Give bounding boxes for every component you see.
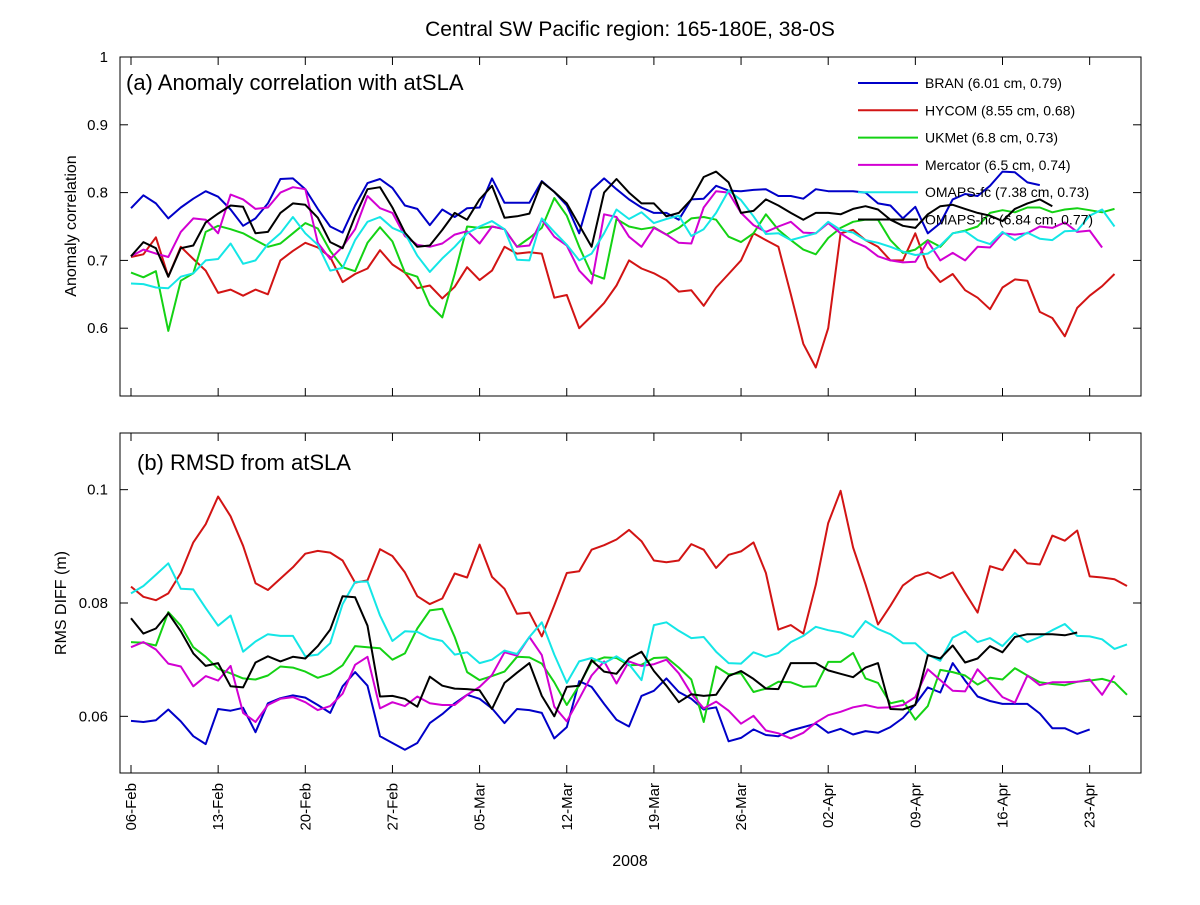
x-tick-label: 20-Feb xyxy=(297,783,314,831)
x-tick-label: 16-Apr xyxy=(995,783,1012,828)
panel-a-series xyxy=(130,170,1116,369)
panel-b-series-line-bran xyxy=(130,662,1091,751)
x-tick-label: 09-Apr xyxy=(907,783,924,828)
panel-a-title: (a) Anomaly correlation with atSLA xyxy=(126,70,464,95)
legend-label-omaps-hc: OMAPS-hc (6.84 cm, 0.77) xyxy=(925,212,1093,228)
panel-a-x-ticks xyxy=(130,57,1091,396)
panel-a-series-line-bran xyxy=(130,170,1041,235)
x-tick-label: 06-Feb xyxy=(123,783,140,831)
x-tick-label: 12-Mar xyxy=(559,783,576,831)
x-tick-label: 19-Mar xyxy=(646,783,663,831)
panel-b-series xyxy=(130,489,1128,751)
x-tick-labels: 06-Feb 13-Feb 20-Feb 27-Feb 05-Mar 12-Mar 19-M… xyxy=(123,783,1099,831)
legend-label-omaps-fc: OMAPS-fc (7.38 cm, 0.73) xyxy=(925,184,1089,200)
panel-b-series-line-omaps-fc xyxy=(130,562,1128,684)
panel-b-series-line-omaps-hc xyxy=(130,595,1078,718)
panel-a-series-line-omaps-fc xyxy=(130,189,1116,290)
panel-a-y-tick-label: 1 xyxy=(100,49,108,66)
x-tick-label: 05-Mar xyxy=(472,783,489,831)
panel-b-y-tick-label: 0.06 xyxy=(79,708,108,725)
legend: BRAN (6.01 cm, 0.79) HYCOM (8.55 cm, 0.68… xyxy=(858,75,1093,228)
panel-a-series-line-hycom xyxy=(130,228,1116,369)
x-tick-label: 27-Feb xyxy=(384,783,401,831)
figure-title: Central SW Pacific region: 165-180E, 38-… xyxy=(425,18,835,41)
legend-label-mercator: Mercator (6.5 cm, 0.74) xyxy=(925,157,1071,173)
x-axis-label: 2008 xyxy=(612,853,648,870)
panel-a-y-tick-label: 0.7 xyxy=(87,252,108,269)
panel-a-y-axis-label: Anomaly correlation xyxy=(63,155,80,296)
x-tick-label: 13-Feb xyxy=(210,783,227,831)
panel-b-y-axis-label: RMS DIFF (m) xyxy=(53,551,70,655)
legend-label-bran: BRAN (6.01 cm, 0.79) xyxy=(925,75,1062,91)
legend-label-ukmet: UKMet (6.8 cm, 0.73) xyxy=(925,130,1058,146)
x-tick-label: 26-Mar xyxy=(733,783,750,831)
panel-b-y-tick-label: 0.1 xyxy=(87,482,108,499)
panel-a-anomaly-correlation: 0.6 0.7 0.8 0.9 1 (a) Anomaly correlation wi… xyxy=(63,49,1142,397)
panel-b-series-line-mercator xyxy=(130,636,1116,740)
x-tick-label: 02-Apr xyxy=(820,783,837,828)
panel-b-rmsd: 0.06 0.08 0.1 (b) RMSD from atSLA RMS DIFF… xyxy=(53,432,1142,831)
panel-a-y-tick-label: 0.9 xyxy=(87,117,108,134)
x-tick-label: 23-Apr xyxy=(1082,783,1099,828)
legend-label-hycom: HYCOM (8.55 cm, 0.68) xyxy=(925,102,1075,118)
panel-b-title: (b) RMSD from atSLA xyxy=(137,450,351,475)
panel-a-series-line-omaps-hc xyxy=(130,170,1053,278)
panel-a-y-ticks: 0.6 0.7 0.8 0.9 1 xyxy=(87,49,1141,337)
panel-a-series-line-mercator xyxy=(130,186,1103,285)
panel-b-y-tick-label: 0.08 xyxy=(79,595,108,612)
panel-a-y-tick-label: 0.6 xyxy=(87,320,108,337)
panel-b-y-ticks: 0.06 0.08 0.1 xyxy=(79,482,1141,725)
panel-b-series-line-hycom xyxy=(130,489,1128,638)
panel-a-y-tick-label: 0.8 xyxy=(87,185,108,202)
panel-b-x-ticks xyxy=(130,433,1091,773)
